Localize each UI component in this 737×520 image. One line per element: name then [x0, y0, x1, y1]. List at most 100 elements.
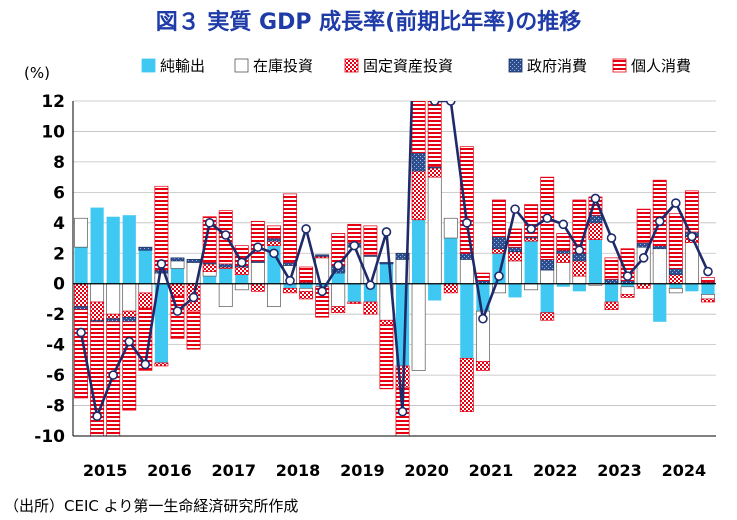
- bar-inventory-2015Q3: [106, 283, 121, 315]
- y-tick-label: -4: [46, 336, 65, 356]
- year-label: 2021: [469, 461, 514, 480]
- bar-net_exports-2022Q3: [556, 283, 570, 287]
- bar-fixed_investment-2024Q2: [668, 274, 683, 285]
- bar-net_exports-2015Q4: [122, 215, 136, 284]
- gdp-point-2018Q3: [301, 224, 311, 234]
- bar-inventory-2020Q2: [411, 283, 426, 371]
- gdp-point-2023Q3: [622, 271, 633, 281]
- gdp-point-2020Q4: [445, 101, 456, 106]
- year-label: 2020: [404, 461, 449, 480]
- bar-fixed_investment-2017Q4: [250, 283, 265, 292]
- gdp-point-2023Q4: [638, 253, 649, 263]
- bar-net_exports-2018Q2: [283, 283, 297, 289]
- gdp-point-2021Q2: [478, 313, 488, 324]
- gdp-point-2023Q1: [590, 193, 601, 204]
- gdp-point-2023Q2: [606, 233, 617, 243]
- bar-net_exports-2016Q1: [138, 250, 152, 284]
- gdp-point-2019Q1: [333, 260, 344, 271]
- bar-consumption-2016Q2: [154, 185, 169, 271]
- bar-fixed_investment-2017Q1: [202, 263, 217, 272]
- gdp-point-2020Q3: [429, 101, 440, 106]
- gdp-point-2024Q4: [703, 266, 713, 277]
- gdp-point-2015Q2: [92, 411, 102, 422]
- bar-net_exports-2017Q2: [219, 268, 233, 284]
- bar-consumption-2019Q3: [363, 225, 378, 256]
- bar-net_exports-2023Q1: [588, 239, 603, 284]
- gdp-point-2016Q4: [188, 292, 199, 303]
- bar-government-2024Q1: [652, 245, 667, 250]
- y-tick-label: 6: [53, 183, 65, 203]
- bar-inventory-2021Q1: [459, 259, 474, 285]
- bar-consumption-2021Q3: [492, 199, 506, 237]
- bar-fixed_investment-2023Q1: [588, 222, 603, 240]
- grid-lines: [73, 100, 716, 437]
- gdp-line: [76, 101, 713, 422]
- bar-fixed_investment-2019Q1: [331, 306, 346, 314]
- legend-swatch-fixed_investment: [344, 58, 359, 73]
- y-tick-label: 2: [53, 244, 65, 264]
- gdp-point-2024Q2: [671, 198, 681, 208]
- legend-label-consumption: 個人消費: [631, 57, 691, 75]
- bar-fixed_investment-2015Q2: [90, 301, 105, 321]
- gdp-point-2021Q3: [494, 271, 504, 281]
- legend-swatch-net_exports: [141, 58, 156, 73]
- bar-consumption-2024Q4: [701, 277, 715, 283]
- bar-net_exports-2024Q3: [685, 283, 699, 292]
- bar-net_exports-2020Q3: [428, 283, 442, 301]
- bar-net_exports-2015Q2: [90, 207, 104, 284]
- bar-government-2023Q2: [604, 278, 619, 285]
- bar-inventory-2017Q3: [234, 283, 249, 291]
- bar-government-2015Q4: [122, 316, 137, 323]
- gdp-point-2021Q4: [510, 204, 520, 214]
- gdp-point-2018Q2: [285, 275, 295, 286]
- bar-inventory-2016Q3: [170, 260, 185, 269]
- bar-net_exports-2023Q2: [604, 283, 619, 302]
- year-label: 2024: [662, 461, 707, 480]
- bar-net_exports-2021Q1: [460, 283, 474, 359]
- bar-net_exports-2016Q2: [154, 283, 169, 363]
- bar-net_exports-2024Q4: [701, 283, 715, 295]
- bar-consumption-2023Q2: [604, 257, 619, 280]
- bar-fixed_investment-2021Q2: [475, 361, 490, 371]
- year-labels: 2015 2016 2017 2018 2019 2020 2021 2022 2023 2024: [83, 461, 706, 480]
- bar-net_exports-2022Q1: [524, 241, 538, 284]
- bar-fixed_investment-2024Q4: [701, 298, 715, 303]
- bar-inventory-2022Q2: [540, 269, 555, 285]
- bar-inventory-2015Q1: [74, 217, 88, 248]
- bar-fixed_investment-2018Q3: [299, 290, 314, 300]
- gdp-point-2016Q2: [156, 259, 167, 269]
- gdp-point-2024Q3: [687, 231, 697, 242]
- y-tick-label: -2: [46, 305, 65, 325]
- gdp-point-2024Q1: [654, 216, 665, 227]
- legend-swatch-consumption: [612, 58, 627, 73]
- bar-consumption-2021Q1: [459, 146, 474, 254]
- bar-consumption-2023Q4: [636, 208, 651, 243]
- bar-inventory-2023Q4: [636, 246, 651, 285]
- bar-government-2018Q4: [315, 254, 330, 257]
- bar-inventory-2024Q1: [652, 248, 667, 285]
- year-label: 2019: [340, 461, 385, 480]
- bar-fixed_investment-2021Q1: [459, 357, 474, 412]
- bar-consumption-2019Q4: [379, 324, 394, 390]
- gdp-point-2019Q4: [381, 227, 392, 237]
- bar-net_exports-2015Q1: [74, 247, 88, 284]
- bar-fixed_investment-2022Q3: [556, 252, 571, 263]
- bar-fixed_investment-2018Q1: [266, 240, 281, 247]
- bar-net_exports-2019Q2: [347, 283, 361, 302]
- chart-title: 図３ 実質 GDP 成長率(前期比年率)の推移: [155, 10, 582, 35]
- bar-consumption-2015Q4: [122, 321, 137, 411]
- gdp-point-2019Q2: [349, 240, 360, 251]
- source-note: （出所）CEIC より第一生命経済研究所作成: [4, 497, 299, 515]
- bar-government-2016Q4: [186, 259, 201, 263]
- bar-net_exports-2023Q3: [620, 283, 635, 287]
- legend-label-net_exports: 純輸出: [160, 57, 205, 75]
- bar-consumption-2018Q3: [299, 266, 314, 283]
- bar-consumption-2018Q2: [283, 193, 297, 263]
- bar-fixed_investment-2019Q3: [363, 301, 378, 315]
- bar-net_exports-2022Q2: [540, 283, 554, 313]
- gdp-point-2015Q3: [108, 370, 118, 380]
- bar-fixed_investment-2017Q3: [234, 266, 249, 275]
- gdp-point-2017Q1: [204, 218, 215, 228]
- bar-net_exports-2019Q1: [331, 273, 345, 284]
- bar-government-2016Q3: [170, 257, 185, 262]
